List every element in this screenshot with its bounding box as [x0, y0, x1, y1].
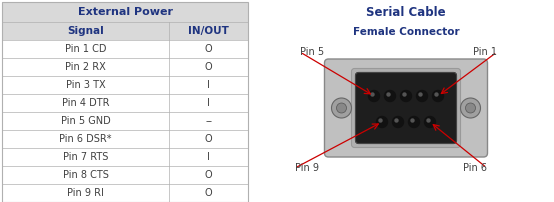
Text: O: O	[205, 62, 212, 72]
Circle shape	[384, 90, 396, 101]
FancyBboxPatch shape	[356, 73, 456, 143]
Bar	[2, 2, 248, 22]
FancyBboxPatch shape	[356, 73, 456, 143]
Text: O: O	[205, 44, 212, 54]
Bar	[2, 76, 248, 94]
Text: Pin 4 DTR: Pin 4 DTR	[62, 98, 109, 108]
Text: Pin 9 RI: Pin 9 RI	[67, 188, 104, 198]
Bar	[2, 2, 248, 202]
Circle shape	[403, 93, 406, 96]
Bar	[2, 58, 248, 76]
Circle shape	[368, 90, 379, 101]
Text: O: O	[205, 170, 212, 180]
Circle shape	[424, 117, 435, 127]
Circle shape	[377, 117, 387, 127]
Bar	[2, 40, 248, 58]
Circle shape	[395, 119, 398, 122]
Circle shape	[419, 93, 422, 96]
Circle shape	[387, 93, 390, 96]
Text: Female Connector: Female Connector	[353, 27, 459, 37]
Bar	[2, 148, 248, 166]
Text: External Power: External Power	[78, 7, 172, 17]
Text: Serial Cable: Serial Cable	[366, 6, 446, 20]
Circle shape	[433, 90, 444, 101]
FancyBboxPatch shape	[351, 68, 460, 147]
Bar	[2, 184, 248, 202]
Text: Pin 6: Pin 6	[463, 163, 487, 173]
Bar	[2, 112, 248, 130]
Text: Pin 9: Pin 9	[295, 163, 319, 173]
Circle shape	[411, 119, 414, 122]
Circle shape	[427, 119, 430, 122]
Text: Pin 1 CD: Pin 1 CD	[65, 44, 106, 54]
Text: Pin 2 RX: Pin 2 RX	[65, 62, 106, 72]
FancyBboxPatch shape	[325, 59, 488, 157]
Circle shape	[379, 119, 382, 122]
Text: IN/OUT: IN/OUT	[188, 26, 229, 36]
Text: I: I	[207, 152, 210, 162]
Text: Pin 5 GND: Pin 5 GND	[61, 116, 110, 126]
Text: Signal: Signal	[67, 26, 104, 36]
Circle shape	[392, 117, 403, 127]
Text: I: I	[207, 98, 210, 108]
Bar	[2, 166, 248, 184]
Text: O: O	[205, 134, 212, 144]
Bar	[2, 22, 248, 40]
Text: Pin 6 DSR*: Pin 6 DSR*	[59, 134, 112, 144]
Text: Pin 1: Pin 1	[473, 47, 497, 57]
Text: Pin 3 TX: Pin 3 TX	[66, 80, 105, 90]
Circle shape	[331, 98, 351, 118]
Circle shape	[401, 90, 412, 101]
Circle shape	[465, 103, 475, 113]
Circle shape	[435, 93, 438, 96]
Text: --: --	[205, 116, 212, 126]
Circle shape	[417, 90, 428, 101]
Circle shape	[336, 103, 346, 113]
Circle shape	[460, 98, 480, 118]
Circle shape	[408, 117, 419, 127]
Bar	[2, 2, 248, 202]
Text: Pin 5: Pin 5	[300, 47, 324, 57]
Bar	[2, 130, 248, 148]
Text: I: I	[207, 80, 210, 90]
Text: Pin 7 RTS: Pin 7 RTS	[63, 152, 109, 162]
Bar	[2, 94, 248, 112]
Text: Pin 8 CTS: Pin 8 CTS	[63, 170, 109, 180]
Circle shape	[371, 93, 374, 96]
Text: O: O	[205, 188, 212, 198]
